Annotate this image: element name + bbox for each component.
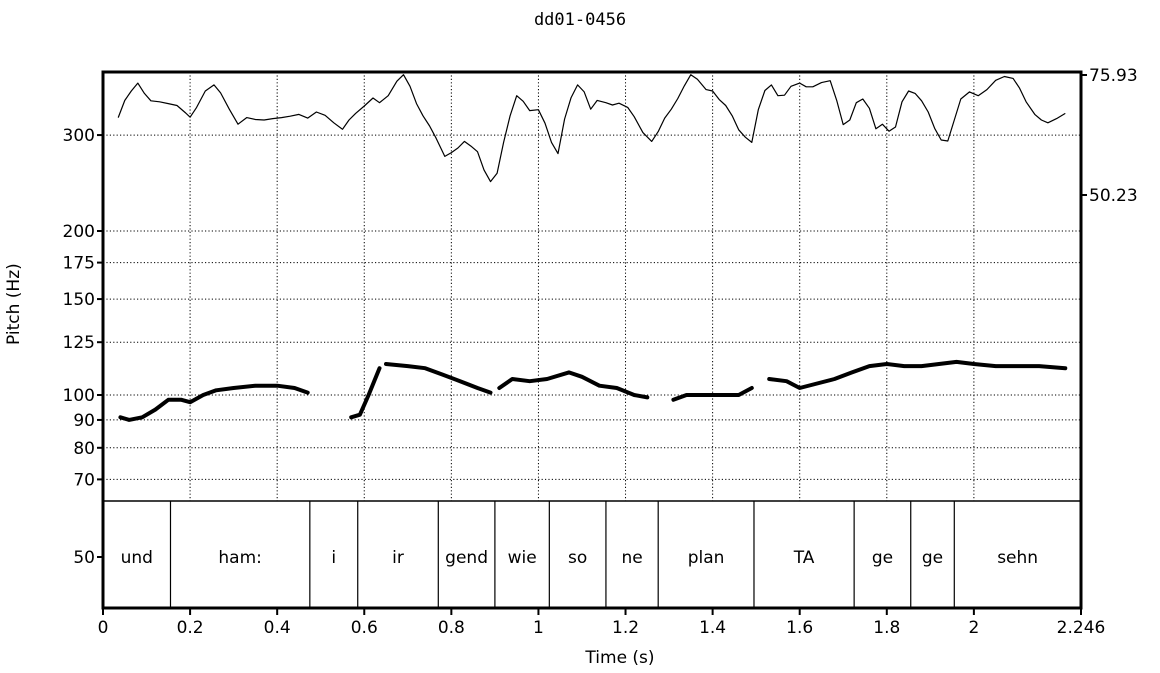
plot-frame: [101, 70, 1083, 610]
x-tick-label: 2: [968, 618, 979, 638]
x-tick-label: 0.6: [351, 618, 378, 638]
x-tick-label: 1.6: [786, 618, 813, 638]
x-tick-label: 1.8: [873, 618, 900, 638]
word-label: sehn: [997, 548, 1038, 568]
x-tick-label: 0.8: [438, 618, 465, 638]
word-label: und: [121, 548, 153, 568]
y-tick-label: 300: [63, 126, 95, 146]
word-label: so: [568, 548, 587, 568]
y-tick-label: 175: [63, 254, 95, 274]
y-tick-label: 80: [73, 439, 95, 459]
x-axis-label: Time (s): [585, 648, 655, 668]
pitch-contour-segment: [349, 366, 382, 420]
word-label: plan: [688, 548, 725, 568]
y-tick-label: 200: [63, 222, 95, 242]
chart-title: dd01-0456: [533, 10, 627, 30]
y-tick-label: 125: [63, 333, 95, 353]
pitch-contour-segment: [671, 386, 754, 402]
y-tick-label: 150: [63, 290, 95, 310]
pitch-contour-segment: [497, 370, 650, 400]
y-tick-label: 50: [73, 548, 95, 568]
y-tick-label: 100: [63, 386, 95, 406]
word-label: ge: [872, 548, 893, 568]
right-tick-label: 50.23: [1089, 186, 1138, 206]
x-tick-label: 2.246: [1057, 618, 1106, 638]
pitch-contour-segment: [767, 359, 1068, 390]
word-label: ir: [392, 548, 404, 568]
word-label: ge: [922, 548, 943, 568]
pitch-contour-segment: [118, 383, 310, 422]
x-tick-label: 1.2: [612, 618, 639, 638]
x-tick-label: 0: [98, 618, 109, 638]
x-tick-label: 0.2: [177, 618, 204, 638]
x-tick-label: 1: [533, 618, 544, 638]
x-tick-label: 1.4: [699, 618, 726, 638]
intensity-curve: [117, 74, 1066, 183]
word-label: ne: [621, 548, 642, 568]
pitch-contour-segment: [384, 362, 493, 395]
word-label: wie: [508, 548, 537, 568]
word-label: gend: [445, 548, 488, 568]
word-label: ham:: [218, 548, 261, 568]
x-tick-label: 0.4: [264, 618, 291, 638]
word-label: i: [331, 548, 336, 568]
y-tick-label: 90: [73, 411, 95, 431]
y-axis-label: Pitch (Hz): [4, 263, 24, 345]
right-tick-label: 75.93: [1089, 66, 1138, 86]
word-label: TA: [793, 548, 815, 568]
y-tick-label: 70: [73, 470, 95, 490]
